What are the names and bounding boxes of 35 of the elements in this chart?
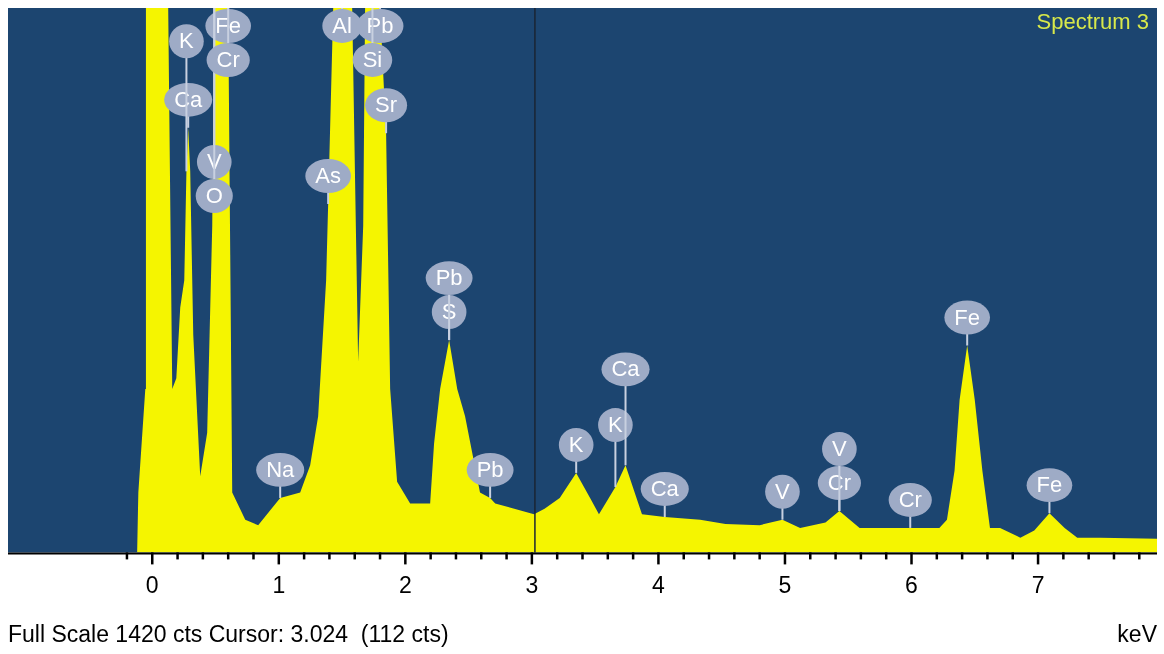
annotation: As bbox=[315, 163, 341, 189]
annotation: V bbox=[832, 436, 848, 462]
x-tick-label: 0 bbox=[145, 571, 159, 598]
annotation: Pb bbox=[476, 457, 504, 483]
x-tick-label: 1 bbox=[272, 571, 286, 598]
x-tick-label: 6 bbox=[905, 571, 918, 598]
annotation: K bbox=[179, 28, 195, 54]
x-tick-label: 4 bbox=[652, 571, 666, 598]
annotation: Ca bbox=[650, 476, 680, 502]
x-tick-label: 5 bbox=[778, 571, 792, 598]
annotation: Cr bbox=[898, 486, 922, 512]
annotation: Pb bbox=[366, 13, 394, 39]
x-tick-label: 3 bbox=[525, 571, 539, 598]
annotation: Fe bbox=[954, 304, 981, 330]
annotation: Ca bbox=[611, 356, 641, 382]
annotation: Cr bbox=[827, 470, 851, 496]
annotation: Si bbox=[362, 47, 383, 73]
x-axis-title: keV bbox=[1117, 621, 1158, 647]
annotation: Fe bbox=[1036, 472, 1063, 498]
annotation: Fe bbox=[215, 13, 242, 39]
text: Full Scale 1420 cts Cursor: 3.024 (112 cts) bbox=[8, 621, 449, 647]
annotation: Al bbox=[332, 13, 352, 39]
annotation: Sr bbox=[375, 92, 398, 118]
annotation: Cr bbox=[216, 47, 240, 73]
x-tick-label: 7 bbox=[1031, 571, 1045, 598]
chart-title: Spectrum 3 bbox=[1036, 9, 1149, 35]
annotation: Pb bbox=[435, 265, 463, 291]
x-tick-label: 2 bbox=[398, 571, 412, 598]
annotation: O bbox=[205, 183, 223, 209]
annotation: Na bbox=[266, 457, 296, 483]
annotation: V bbox=[206, 149, 222, 175]
annotation: Ca bbox=[174, 86, 204, 112]
annotation: K bbox=[608, 412, 624, 438]
annotation: K bbox=[568, 431, 584, 457]
annotation: V bbox=[775, 478, 791, 504]
